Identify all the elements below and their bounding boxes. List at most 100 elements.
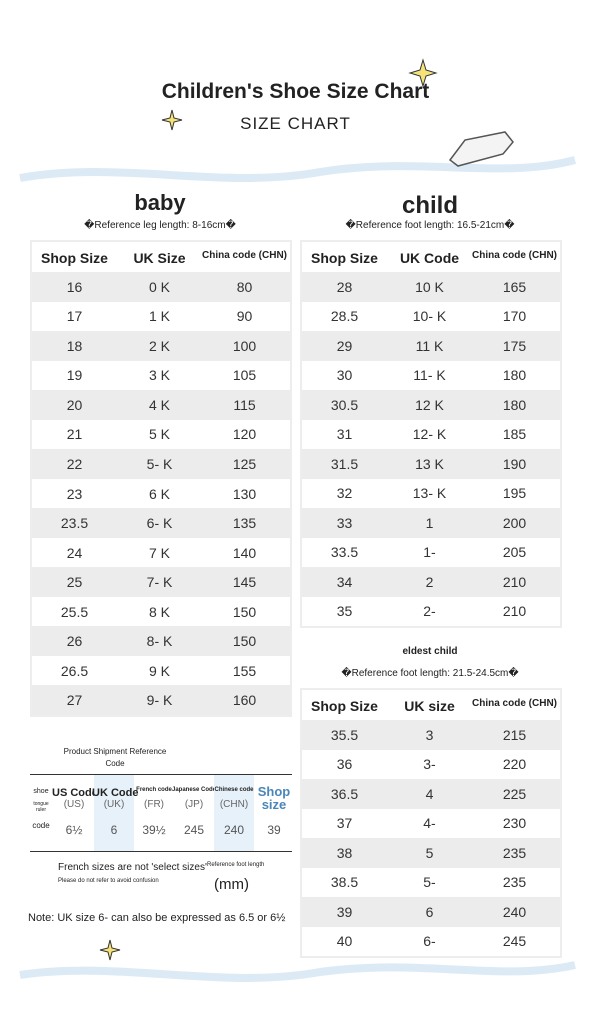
table-cell: 36 [336, 756, 353, 773]
table-cell: 23.5 [60, 515, 89, 532]
table-cell: 26.5 [60, 662, 89, 679]
table-cell: 24 [66, 544, 83, 561]
table-header: UK size [404, 698, 455, 714]
row-shade [302, 779, 560, 809]
table-cell: 100 [232, 337, 257, 354]
row-shade [302, 272, 560, 302]
table-cell: 135 [232, 515, 257, 532]
row-shade [32, 449, 290, 479]
table-cell: 200 [502, 514, 527, 531]
row-shade [302, 720, 560, 750]
row-shade [302, 449, 560, 479]
row-shade [302, 567, 560, 597]
reference-title: Product Shipment Reference Code [63, 747, 167, 768]
unit-label: (mm) [214, 876, 249, 893]
table-cell: 7 K [148, 544, 170, 561]
column-abbr: (CHN) [219, 799, 249, 810]
table-cell: 13- K [412, 485, 447, 502]
table-cell: 40 [336, 933, 353, 950]
table-cell: 130 [232, 485, 257, 502]
section-note: �Reference leg length: 8-16cm� [84, 220, 236, 231]
table-cell: 21 [66, 426, 83, 443]
table-cell: 105 [232, 367, 257, 384]
table-cell: 20 [66, 396, 83, 413]
table-cell: 28 [336, 278, 353, 295]
table-cell: 19 [66, 367, 83, 384]
column-name: French code [136, 787, 172, 793]
table-cell: 1 [425, 514, 434, 531]
row-shade [32, 685, 290, 715]
table-header: China code (CHN) [472, 250, 557, 261]
row-shade [302, 897, 560, 927]
table-cell: 190 [502, 455, 527, 472]
table-cell: 6- K [146, 515, 173, 532]
table-cell: 5 [425, 844, 434, 861]
table-cell: 4 [425, 785, 434, 802]
table-cell: 225 [502, 785, 527, 802]
table-cell: 26 [66, 633, 83, 650]
column-shade [214, 775, 254, 851]
table-cell: 120 [232, 426, 257, 443]
table-cell: 17 [66, 308, 83, 325]
row-shade [32, 331, 290, 361]
column-name: Chinese code [214, 787, 254, 793]
column-name: US Code [52, 787, 98, 799]
column-abbr: (US) [63, 799, 85, 810]
table-cell: 12- K [412, 426, 447, 443]
column-name: UK Code [92, 787, 139, 799]
column-name: Japanese Code [172, 787, 217, 793]
table-cell: 215 [502, 726, 527, 743]
table-cell: 29 [336, 337, 353, 354]
subtitle: SIZE CHART [240, 114, 351, 133]
table-cell: 5- K [146, 455, 173, 472]
table-cell: 30 [336, 367, 353, 384]
row-shade [302, 838, 560, 868]
column-abbr: (FR) [144, 799, 164, 810]
size-table: Shop Size UK Size China code (CHN) 16 0 K 80 1… [30, 240, 292, 717]
table-header: UK Size [133, 250, 186, 266]
table-header: China code (CHN) [472, 698, 557, 709]
table-cell: 165 [502, 278, 527, 295]
size-table: Shop Size UK size China code (CHN) 35.5 3 215… [300, 688, 562, 958]
column-value: 240 [223, 823, 245, 837]
table-cell: 150 [232, 633, 257, 650]
column-abbr: (JP) [184, 799, 204, 810]
row-shade [32, 508, 290, 538]
table-cell: 8 K [148, 603, 170, 620]
table-cell: 5- [423, 874, 436, 891]
column-name: Shop size [257, 784, 291, 812]
table-cell: 115 [233, 396, 256, 413]
table-header: China code (CHN) [202, 250, 287, 261]
column-value: 6 [110, 823, 118, 837]
table-cell: 180 [502, 367, 527, 384]
row-shade [302, 508, 560, 538]
table-cell: 39 [336, 903, 353, 920]
row-label: shoe [33, 788, 49, 795]
table-cell: 22 [66, 455, 83, 472]
table-cell: 30.5 [330, 396, 359, 413]
column-value: 245 [183, 823, 205, 837]
table-cell: 0 K [148, 278, 170, 295]
table-cell: 27 [66, 692, 83, 709]
table-cell: 11- K [413, 367, 446, 384]
table-cell: 10- K [412, 308, 447, 325]
section-note: �Reference foot length: 16.5-21cm� [345, 220, 515, 231]
row-shade [32, 626, 290, 656]
table-cell: 195 [502, 485, 527, 502]
table-cell: 33 [336, 514, 353, 531]
table-cell: 180 [502, 396, 527, 413]
column-value: 39½ [142, 823, 166, 837]
table-cell: 145 [232, 574, 257, 591]
table-cell: 4 K [148, 396, 170, 413]
table-cell: 6- [423, 933, 436, 950]
table-cell: 80 [236, 278, 253, 295]
table-cell: 185 [502, 426, 527, 443]
table-cell: 230 [502, 815, 527, 832]
table-cell: 6 K [148, 485, 170, 502]
table-cell: 33.5 [330, 544, 359, 561]
table-header: UK Code [399, 250, 460, 266]
section-title: eldest child [402, 646, 458, 657]
table-cell: 34 [336, 573, 353, 590]
table-header: Shop Size [41, 250, 108, 266]
